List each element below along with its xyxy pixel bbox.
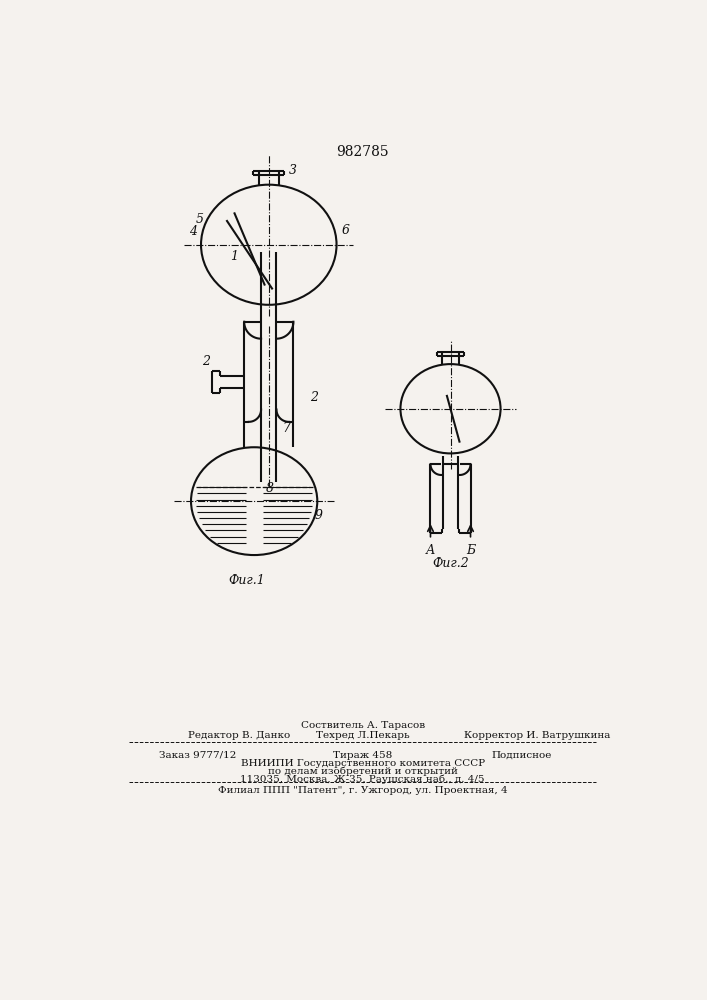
Text: 982785: 982785 — [337, 145, 389, 159]
Text: Соствитель А. Тарасов: Соствитель А. Тарасов — [300, 721, 425, 730]
Text: Редактор В. Данко: Редактор В. Данко — [188, 731, 290, 740]
Text: 1: 1 — [230, 250, 238, 263]
Text: Фиг.2: Фиг.2 — [432, 557, 469, 570]
Text: ВНИИПИ Государственного комитета СССР: ВНИИПИ Государственного комитета СССР — [240, 759, 485, 768]
Text: Фиг.1: Фиг.1 — [228, 574, 265, 587]
Text: Б: Б — [466, 544, 475, 556]
Text: Филиал ППП "Патент", г. Ужгород, ул. Проектная, 4: Филиал ППП "Патент", г. Ужгород, ул. Про… — [218, 786, 508, 795]
Text: 2: 2 — [201, 355, 210, 368]
Text: 5: 5 — [195, 213, 204, 226]
Text: Заказ 9777/12: Заказ 9777/12 — [160, 751, 237, 760]
Text: А: А — [426, 544, 436, 556]
Text: 113035, Москва, Ж-35, Раушская наб., д. 4/5: 113035, Москва, Ж-35, Раушская наб., д. … — [240, 774, 485, 784]
Text: 6: 6 — [341, 224, 349, 237]
Text: Подписное: Подписное — [491, 751, 551, 760]
Text: 9: 9 — [314, 509, 322, 522]
Text: Техред Л.Пекарь: Техред Л.Пекарь — [316, 731, 409, 740]
Text: 3: 3 — [288, 164, 297, 177]
Text: 4: 4 — [189, 225, 197, 238]
Text: Корректор И. Ватрушкина: Корректор И. Ватрушкина — [464, 731, 610, 740]
Text: 7: 7 — [283, 422, 291, 434]
Text: Тираж 458: Тираж 458 — [333, 751, 392, 760]
Text: по делам изобретений и открытий: по делам изобретений и открытий — [268, 767, 457, 776]
Text: 2: 2 — [310, 391, 318, 404]
Text: 8: 8 — [266, 482, 274, 495]
